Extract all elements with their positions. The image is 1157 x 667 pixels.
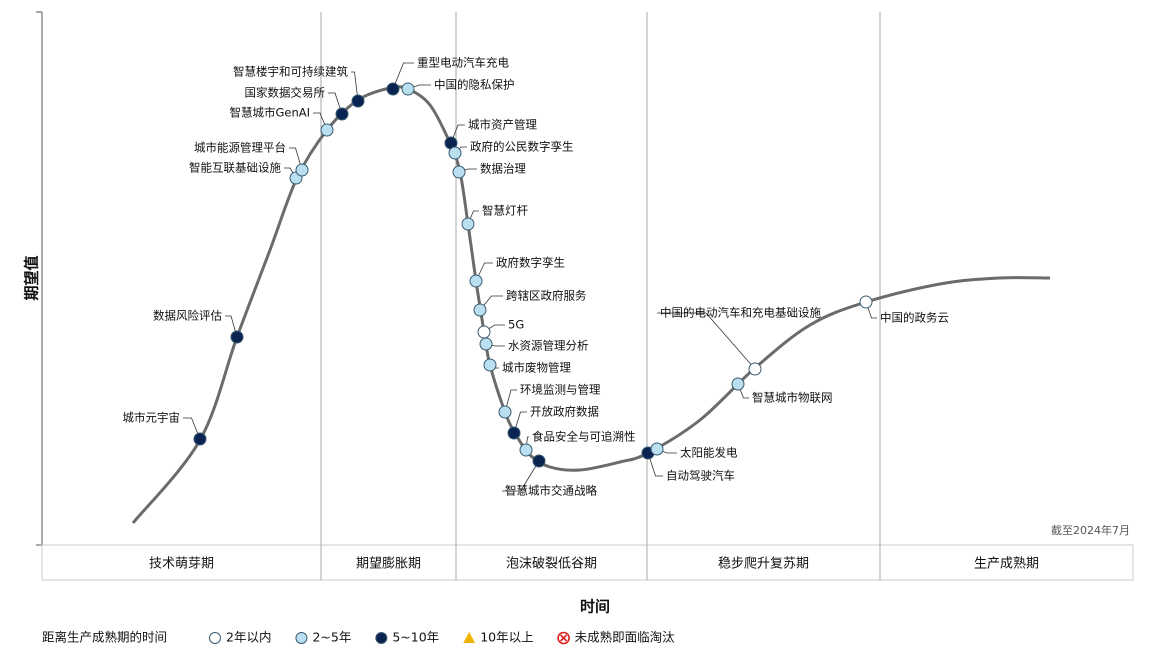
- node-label: 水资源管理分析: [508, 339, 589, 353]
- node-marker: [401, 82, 415, 96]
- phase-label: 技术萌芽期: [149, 557, 214, 572]
- leader-line: [647, 452, 663, 477]
- node-label: 智能互联基础设施: [189, 161, 281, 175]
- leader-line: [475, 262, 493, 282]
- node-marker: [461, 217, 475, 231]
- node-label: 数据风险评估: [153, 309, 222, 323]
- date-note: 截至2024年7月: [1051, 523, 1130, 537]
- leader-line: [289, 147, 303, 171]
- node-label: 智慧城市GenAI: [229, 106, 310, 120]
- node-marker: [295, 163, 309, 177]
- leader-line: [657, 312, 756, 370]
- node-marker: [532, 454, 546, 468]
- legend-title: 距离生产成熟期的时间: [42, 630, 167, 645]
- node-label: 5G: [508, 318, 524, 332]
- leader-line: [183, 417, 201, 440]
- node-marker: [351, 94, 365, 108]
- node-label: 食品安全与可追溯性: [532, 430, 636, 444]
- node-label: 数据治理: [480, 162, 526, 176]
- x-axis-title: 时间: [580, 598, 610, 616]
- phase-label: 期望膨胀期: [356, 556, 421, 572]
- y-axis-title: 期望值: [23, 255, 41, 300]
- node-marker: [386, 82, 400, 96]
- legend-label: 10年以上: [480, 630, 533, 645]
- node-label: 中国的电动汽车和充电基础设施: [660, 306, 821, 320]
- node-label: 政府的公民数字孪生: [470, 140, 574, 154]
- node-marker: [320, 123, 334, 137]
- legend-marker: [295, 632, 308, 644]
- node-marker: [230, 330, 244, 344]
- node-label: 政府数字孪生: [496, 256, 565, 270]
- node-label: 环境监测与管理: [520, 383, 601, 397]
- phase-label: 稳步爬升复苏期: [718, 556, 809, 572]
- node-label: 中国的政务云: [880, 311, 949, 325]
- node-label: 重型电动汽车充电: [417, 56, 509, 70]
- leader-line: [225, 315, 238, 338]
- legend-label: 2~5年: [312, 630, 351, 645]
- leader-line: [502, 460, 540, 492]
- node-marker: [477, 325, 491, 339]
- leader-line: [504, 389, 517, 413]
- legend-marker: [209, 632, 221, 644]
- legend-label: 未成熟即面临淘汰: [575, 630, 676, 645]
- node-label: 国家数据交易所: [245, 86, 326, 100]
- node-label: 跨辖区政府服务: [506, 289, 587, 303]
- node-label: 城市元宇宙: [123, 411, 181, 425]
- node-marker: [748, 362, 762, 376]
- node-marker: [479, 337, 493, 351]
- phase-label: 泡沫破裂低谷期: [506, 557, 597, 572]
- node-label: 智慧楼宇和可持续建筑: [233, 65, 348, 79]
- node-label: 城市能源管理平台: [194, 141, 286, 155]
- node-marker: [193, 432, 207, 446]
- node-marker: [650, 442, 664, 456]
- node-label: 智慧城市物联网: [752, 391, 833, 405]
- node-marker: [519, 443, 533, 457]
- legend-label: 5~10年: [392, 630, 439, 645]
- leader-line: [351, 71, 359, 102]
- leader-line: [513, 411, 527, 434]
- phase-band: [41, 544, 1134, 581]
- node-marker: [483, 358, 497, 372]
- node-label: 太阳能发电: [680, 446, 738, 460]
- legend-marker: [375, 632, 388, 644]
- legend-marker-cross: [560, 634, 568, 642]
- node-label: 城市资产管理: [468, 118, 537, 132]
- node-marker: [507, 426, 521, 440]
- node-marker: [335, 107, 349, 121]
- node-marker: [469, 274, 483, 288]
- legend-marker: [463, 632, 476, 643]
- node-label: 中国的隐私保护: [434, 78, 515, 92]
- node-label: 开放政府数据: [530, 405, 599, 419]
- node-label: 自动驾驶汽车: [666, 469, 735, 483]
- node-label: 智慧城市交通战略: [505, 484, 597, 498]
- node-marker: [448, 146, 462, 160]
- node-marker: [498, 405, 512, 419]
- node-marker: [473, 303, 487, 317]
- phase-label: 生产成熟期: [974, 556, 1039, 572]
- node-label: 智慧灯杆: [482, 204, 528, 218]
- node-marker: [452, 165, 466, 179]
- leader-line: [392, 62, 414, 90]
- legend-label: 2年以内: [226, 630, 271, 645]
- node-marker: [731, 377, 745, 391]
- node-label: 城市废物管理: [502, 361, 571, 375]
- node-marker: [859, 295, 873, 309]
- leader-line: [328, 92, 343, 115]
